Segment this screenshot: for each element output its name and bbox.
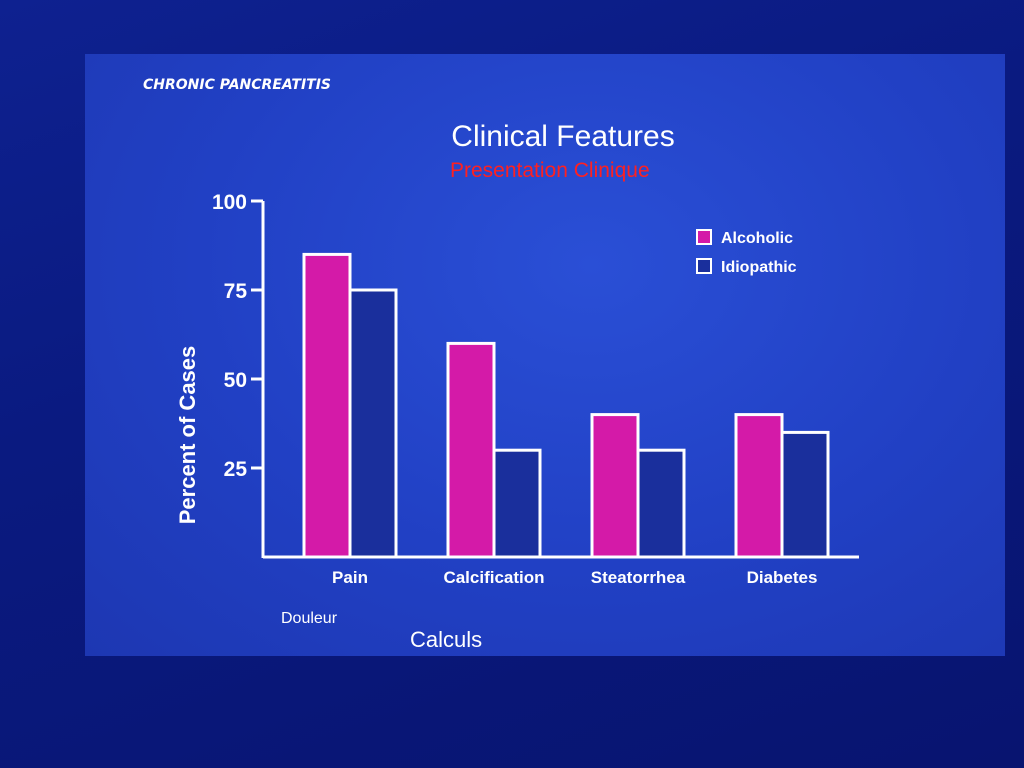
bar-idiopathic-diabetes bbox=[780, 430, 830, 559]
y-axis-label: Percent of Cases bbox=[175, 346, 200, 525]
bar-alcoholic-pain bbox=[302, 252, 352, 559]
x-tick-label-diabetes: Diabetes bbox=[747, 568, 818, 587]
bar-idiopathic-pain bbox=[348, 288, 398, 559]
slide-subtitle: Presentation Clinique bbox=[450, 159, 650, 182]
legend-label-alcoholic: Alcoholic bbox=[721, 230, 793, 247]
legend-swatch-idiopathic bbox=[696, 258, 712, 274]
y-tick-label: 100 bbox=[212, 191, 247, 214]
bar-alcoholic-diabetes bbox=[734, 413, 784, 559]
annotation-calculs: Calculs bbox=[410, 627, 483, 652]
y-tick-label: 75 bbox=[224, 280, 248, 303]
bar-idiopathic-calcification bbox=[492, 448, 542, 559]
chart-title: Clinical Features bbox=[451, 120, 674, 153]
bar-idiopathic-steatorrhea bbox=[636, 448, 686, 559]
chart-slide-image: CHRONIC PANCREATITIS Clinical Features P… bbox=[85, 54, 1005, 656]
legend-swatch-alcoholic bbox=[696, 229, 712, 245]
bar-alcoholic-steatorrhea bbox=[590, 413, 640, 559]
x-tick-label-pain: Pain bbox=[332, 568, 368, 587]
chart-supertitle: CHRONIC PANCREATITIS bbox=[143, 77, 331, 93]
y-tick-label: 50 bbox=[224, 369, 247, 392]
y-tick-label: 25 bbox=[224, 458, 248, 481]
x-tick-label-steatorrhea: Steatorrhea bbox=[591, 568, 686, 587]
annotation-douleur: Douleur bbox=[281, 610, 338, 627]
x-tick-label-calcification: Calcification bbox=[443, 568, 544, 587]
legend-label-idiopathic: Idiopathic bbox=[721, 259, 797, 276]
bar-alcoholic-calcification bbox=[446, 341, 496, 559]
bar-chart: CHRONIC PANCREATITIS Clinical Features P… bbox=[143, 77, 859, 587]
plot-area: 25 50 75 100 Pain Calcification Steatorrhea Dia… bbox=[212, 191, 859, 587]
